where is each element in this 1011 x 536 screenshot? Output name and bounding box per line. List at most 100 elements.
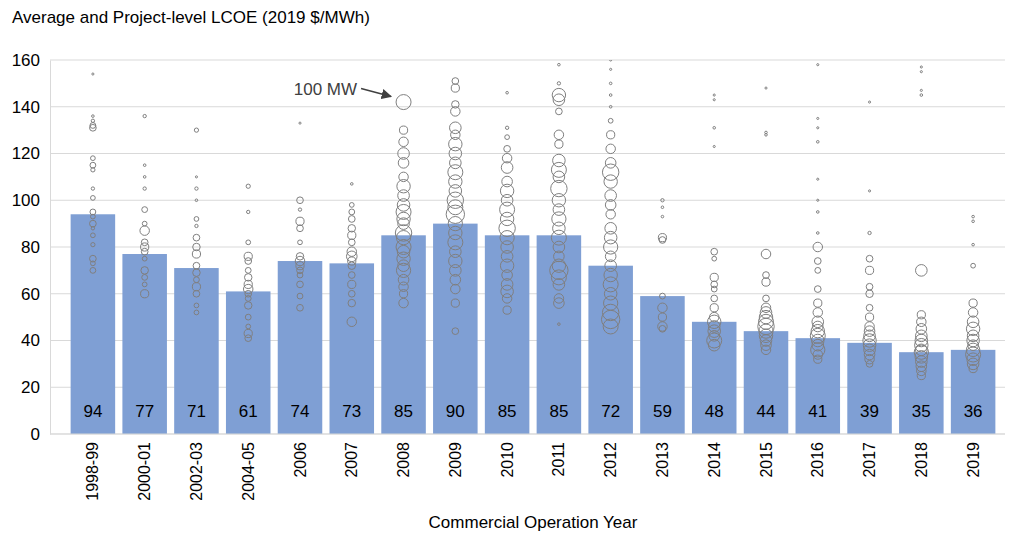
data-label: 77 bbox=[135, 402, 154, 421]
project-bubble bbox=[143, 187, 146, 190]
project-bubble bbox=[398, 260, 410, 272]
x-tick-label: 2014 bbox=[706, 442, 723, 478]
grid-line bbox=[50, 434, 1005, 435]
project-bubble bbox=[348, 299, 356, 307]
project-bubble bbox=[348, 272, 355, 279]
bar bbox=[588, 266, 633, 434]
project-bubble bbox=[195, 176, 197, 178]
y-tick: 100 bbox=[12, 191, 50, 210]
project-bubble bbox=[608, 118, 613, 123]
project-bubble bbox=[451, 299, 459, 307]
project-bubble bbox=[140, 226, 149, 235]
project-bubble bbox=[298, 208, 301, 211]
project-bubble bbox=[500, 184, 513, 197]
data-label: 90 bbox=[446, 402, 465, 421]
project-bubble bbox=[450, 157, 462, 169]
data-label: 61 bbox=[239, 402, 258, 421]
project-bubble bbox=[193, 269, 201, 277]
project-bubble bbox=[553, 279, 565, 291]
x-tick-label: 2012 bbox=[602, 442, 619, 478]
data-label: 74 bbox=[291, 402, 310, 421]
project-bubble bbox=[295, 256, 304, 265]
project-bubble bbox=[397, 212, 410, 225]
project-bubble bbox=[92, 115, 95, 118]
project-bubble bbox=[399, 298, 408, 307]
project-bubble bbox=[91, 261, 96, 266]
y-tick-label: 80 bbox=[21, 238, 40, 257]
project-bubble bbox=[610, 60, 612, 61]
project-bubble bbox=[552, 194, 565, 207]
project-bubble bbox=[968, 340, 979, 351]
project-bubble bbox=[90, 162, 96, 168]
project-bubble bbox=[452, 78, 459, 85]
bar bbox=[433, 224, 478, 434]
project-bubble bbox=[142, 207, 148, 213]
project-bubble bbox=[396, 231, 410, 245]
y-tick-label: 40 bbox=[21, 331, 40, 350]
project-bubble bbox=[765, 87, 767, 89]
project-bubble bbox=[553, 154, 566, 167]
project-bubble bbox=[194, 128, 198, 132]
x-tick-label: 2017 bbox=[861, 442, 878, 478]
project-bubble bbox=[194, 303, 199, 308]
project-bubble bbox=[554, 130, 563, 139]
project-bubble bbox=[193, 290, 200, 297]
project-bubble bbox=[448, 235, 463, 250]
project-bubble bbox=[297, 225, 304, 232]
x-tick: 2002-03 bbox=[188, 434, 205, 501]
bar bbox=[640, 296, 685, 434]
project-bubble bbox=[966, 347, 981, 362]
x-tick-label: 2000-01 bbox=[136, 442, 153, 501]
data-label: 85 bbox=[549, 402, 568, 421]
x-tick: 2000-01 bbox=[136, 434, 153, 501]
project-bubble bbox=[815, 267, 821, 273]
project-bubble bbox=[399, 137, 408, 146]
grid-line bbox=[50, 200, 1005, 201]
project-bubble bbox=[814, 258, 821, 265]
project-bubble bbox=[398, 218, 410, 230]
project-bubble bbox=[141, 290, 149, 298]
project-bubble bbox=[713, 126, 716, 129]
project-bubble bbox=[604, 175, 617, 188]
bar bbox=[174, 268, 219, 434]
x-tick: 2011 bbox=[550, 434, 567, 476]
x-tick-label: 2006 bbox=[292, 442, 309, 478]
x-axis-line bbox=[50, 434, 1005, 435]
project-bubble bbox=[296, 217, 304, 225]
y-tick: 0 bbox=[31, 425, 50, 444]
project-bubble bbox=[713, 94, 715, 96]
y-tick: 20 bbox=[21, 378, 50, 397]
project-bubble bbox=[91, 227, 94, 230]
project-bubble bbox=[297, 197, 304, 204]
project-bubble bbox=[814, 299, 822, 307]
project-bubble bbox=[972, 215, 975, 218]
project-bubble bbox=[143, 164, 146, 167]
project-bubble bbox=[866, 255, 873, 262]
project-bubble bbox=[658, 322, 667, 331]
project-bubble bbox=[866, 361, 873, 368]
data-label: 48 bbox=[705, 402, 724, 421]
project-bubble bbox=[501, 241, 514, 254]
project-bubble bbox=[194, 217, 199, 222]
project-bubble bbox=[760, 307, 772, 319]
project-bubble bbox=[604, 240, 618, 254]
project-bubble bbox=[658, 303, 667, 312]
y-tick-label: 20 bbox=[21, 378, 40, 397]
project-bubble bbox=[551, 230, 566, 245]
x-tick: 2008 bbox=[395, 434, 412, 478]
project-bubble bbox=[711, 286, 717, 292]
y-axis: 020406080100120140160 bbox=[12, 51, 51, 444]
y-tick-label: 0 bbox=[31, 425, 40, 444]
project-bubble bbox=[817, 199, 819, 201]
project-bubble bbox=[707, 333, 722, 348]
project-bubble bbox=[605, 200, 616, 211]
bar bbox=[278, 261, 323, 434]
project-bubble bbox=[553, 222, 566, 235]
project-bubble bbox=[194, 310, 199, 315]
bar bbox=[330, 263, 375, 434]
project-bubble bbox=[297, 293, 303, 299]
project-bubble bbox=[399, 126, 407, 134]
project-bubble bbox=[920, 66, 922, 68]
project-bubble bbox=[555, 140, 563, 148]
project-bubble bbox=[141, 239, 148, 246]
